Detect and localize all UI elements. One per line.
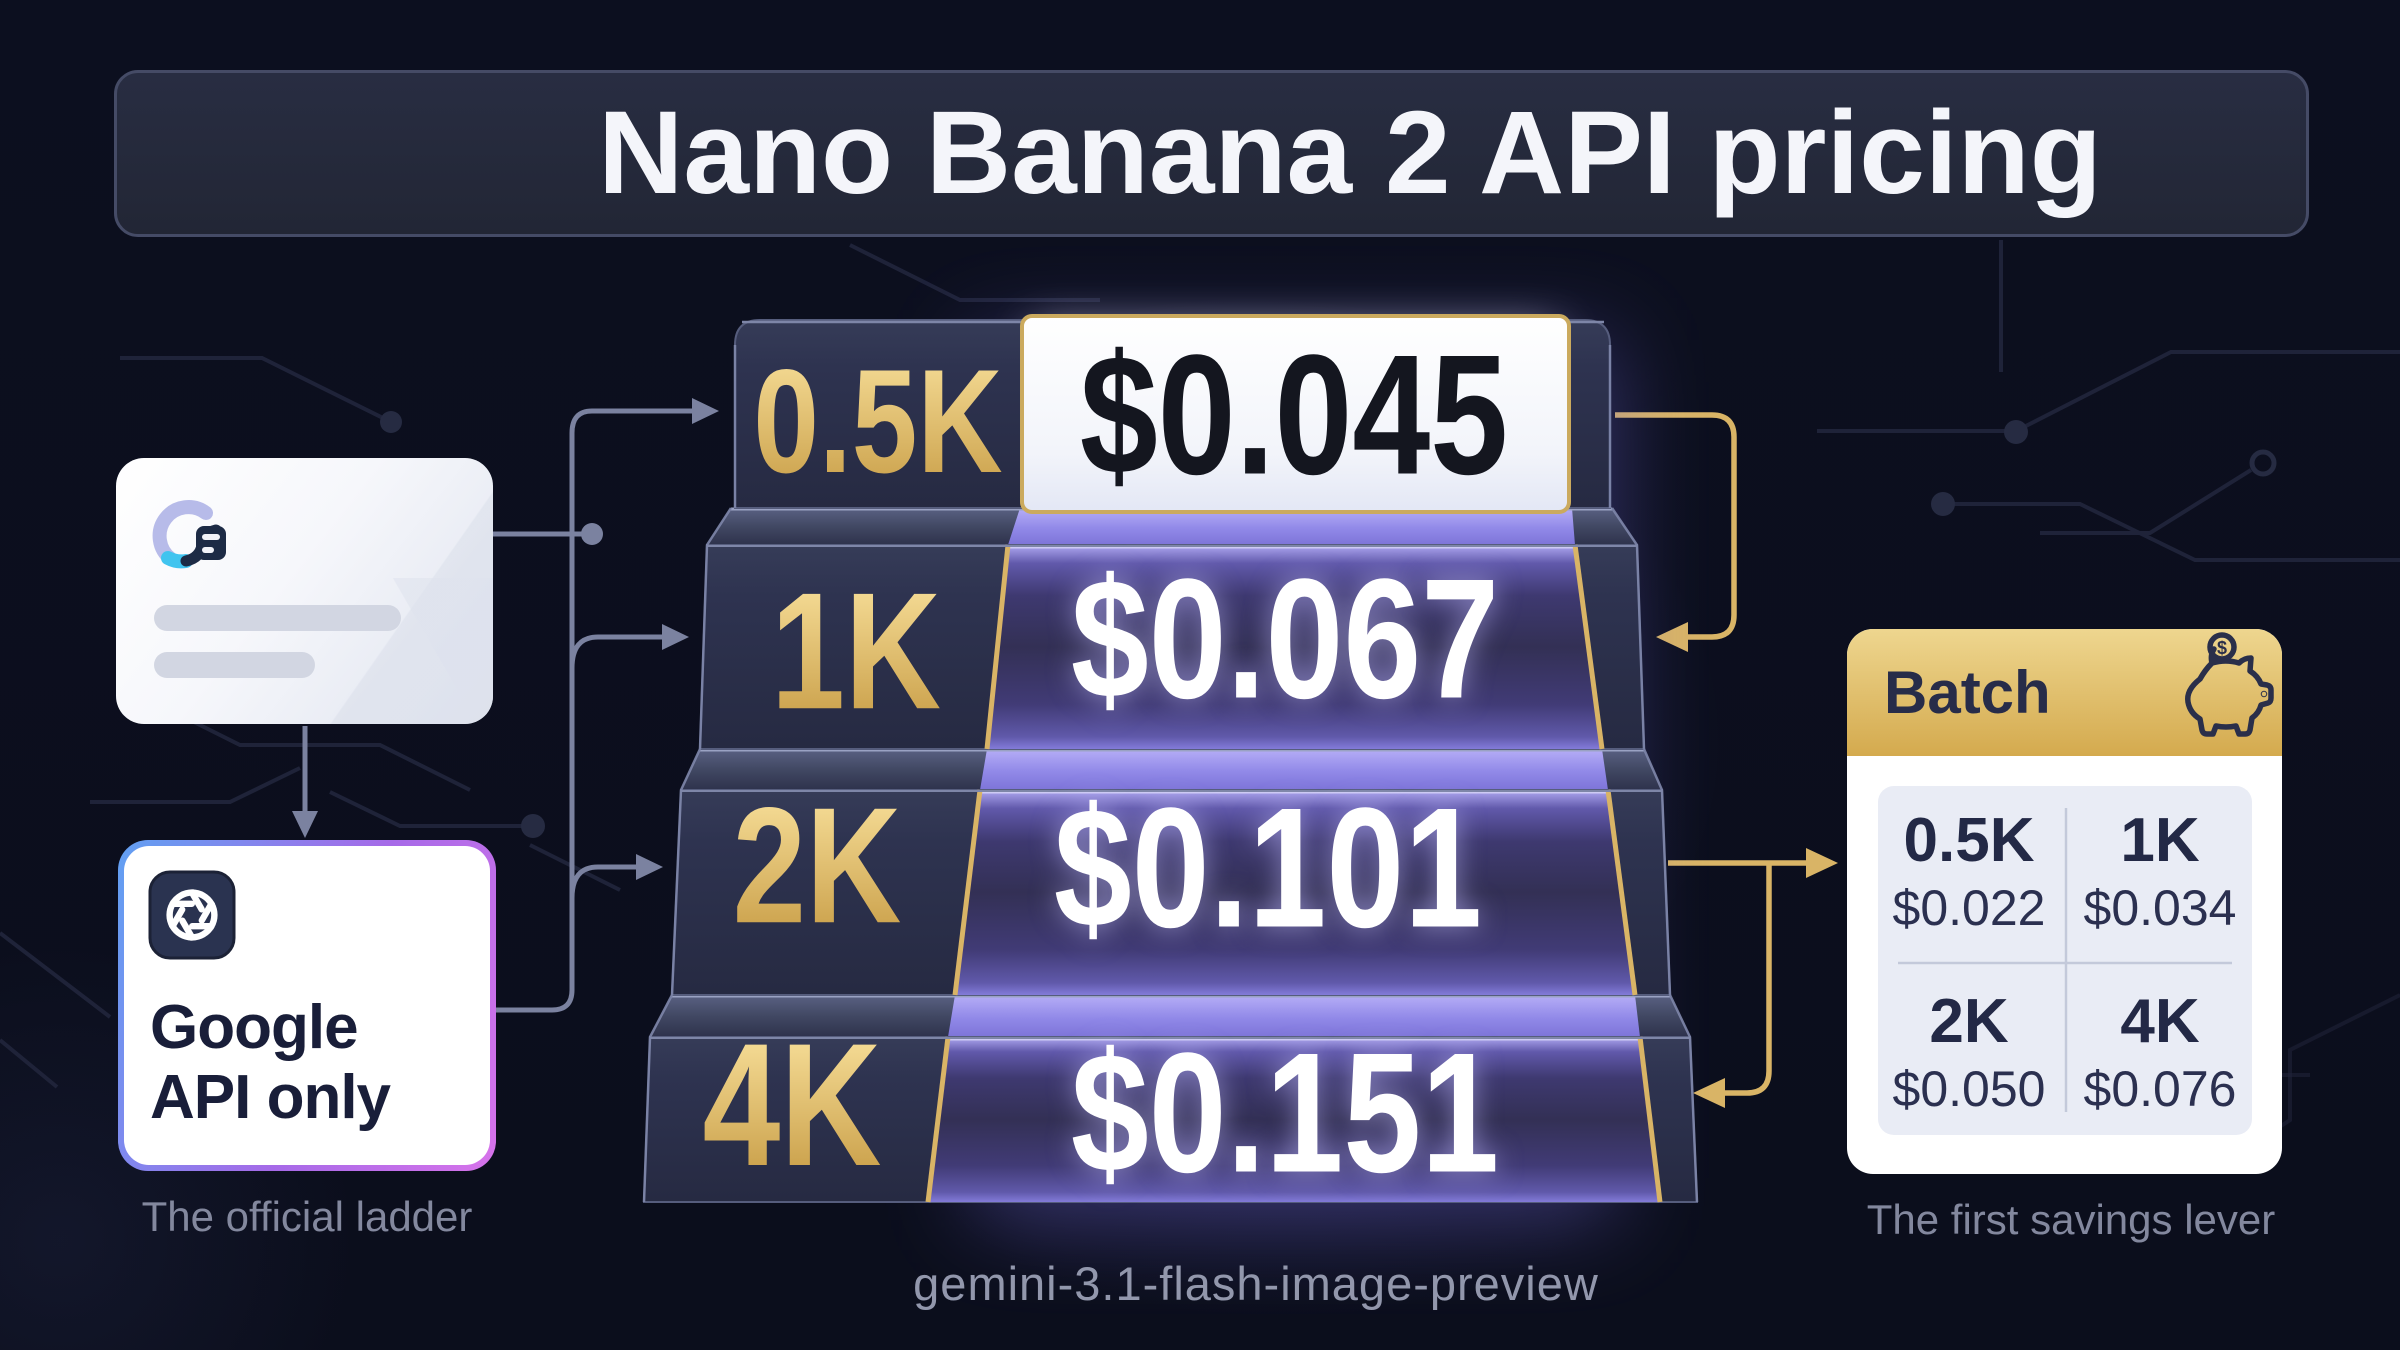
svg-text:$: $ — [2217, 638, 2227, 658]
